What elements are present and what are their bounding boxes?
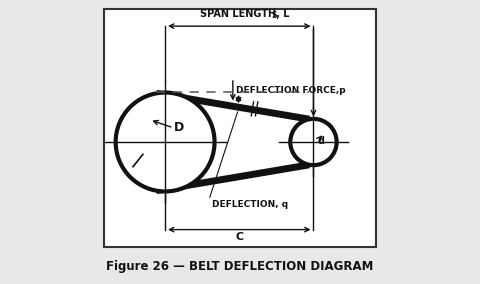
Text: C: C xyxy=(235,232,243,243)
Text: S: S xyxy=(271,11,276,20)
Text: DEFLECTION, q: DEFLECTION, q xyxy=(212,200,288,209)
Text: d: d xyxy=(318,135,324,146)
FancyBboxPatch shape xyxy=(104,9,376,247)
Circle shape xyxy=(291,120,336,164)
Circle shape xyxy=(117,93,214,191)
Text: SPAN LENGTH, L: SPAN LENGTH, L xyxy=(200,9,290,19)
Text: Figure 26 — BELT DEFLECTION DIAGRAM: Figure 26 — BELT DEFLECTION DIAGRAM xyxy=(106,260,374,273)
Text: D: D xyxy=(174,121,184,134)
Text: DEFLECTION FORCE,p: DEFLECTION FORCE,p xyxy=(236,86,345,95)
